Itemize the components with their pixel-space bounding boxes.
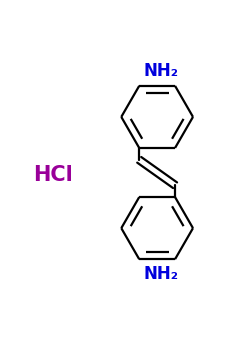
Text: NH₂: NH₂ bbox=[143, 62, 178, 80]
Text: HCl: HCl bbox=[34, 165, 73, 185]
Text: NH₂: NH₂ bbox=[143, 265, 178, 283]
